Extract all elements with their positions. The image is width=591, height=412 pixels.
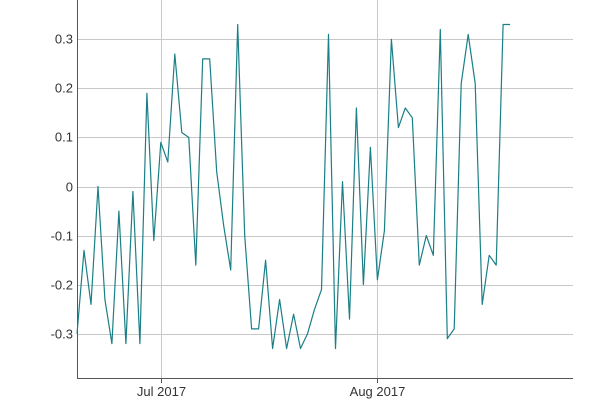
x-tick-label: Jul 2017 bbox=[137, 384, 186, 399]
y-tick-label: -0.3 bbox=[51, 327, 73, 342]
y-tick-label: -0.2 bbox=[51, 278, 73, 293]
axes bbox=[77, 0, 573, 383]
y-tick-label: 0 bbox=[66, 180, 73, 195]
y-tick-label: 0.3 bbox=[55, 32, 73, 47]
x-tick-label: Aug 2017 bbox=[350, 384, 406, 399]
y-tick-label: -0.1 bbox=[51, 229, 73, 244]
tick-labels: -0.3 -0.2 -0.1 0 0.1 0.2 0.3 Jul 2017 Aug 2017 bbox=[51, 32, 406, 400]
y-tick-label: 0.2 bbox=[55, 81, 73, 96]
gridlines bbox=[77, 0, 573, 378]
series-layer bbox=[76, 23, 511, 350]
y-tick-label: 0.1 bbox=[55, 130, 73, 145]
series-line bbox=[76, 23, 511, 350]
